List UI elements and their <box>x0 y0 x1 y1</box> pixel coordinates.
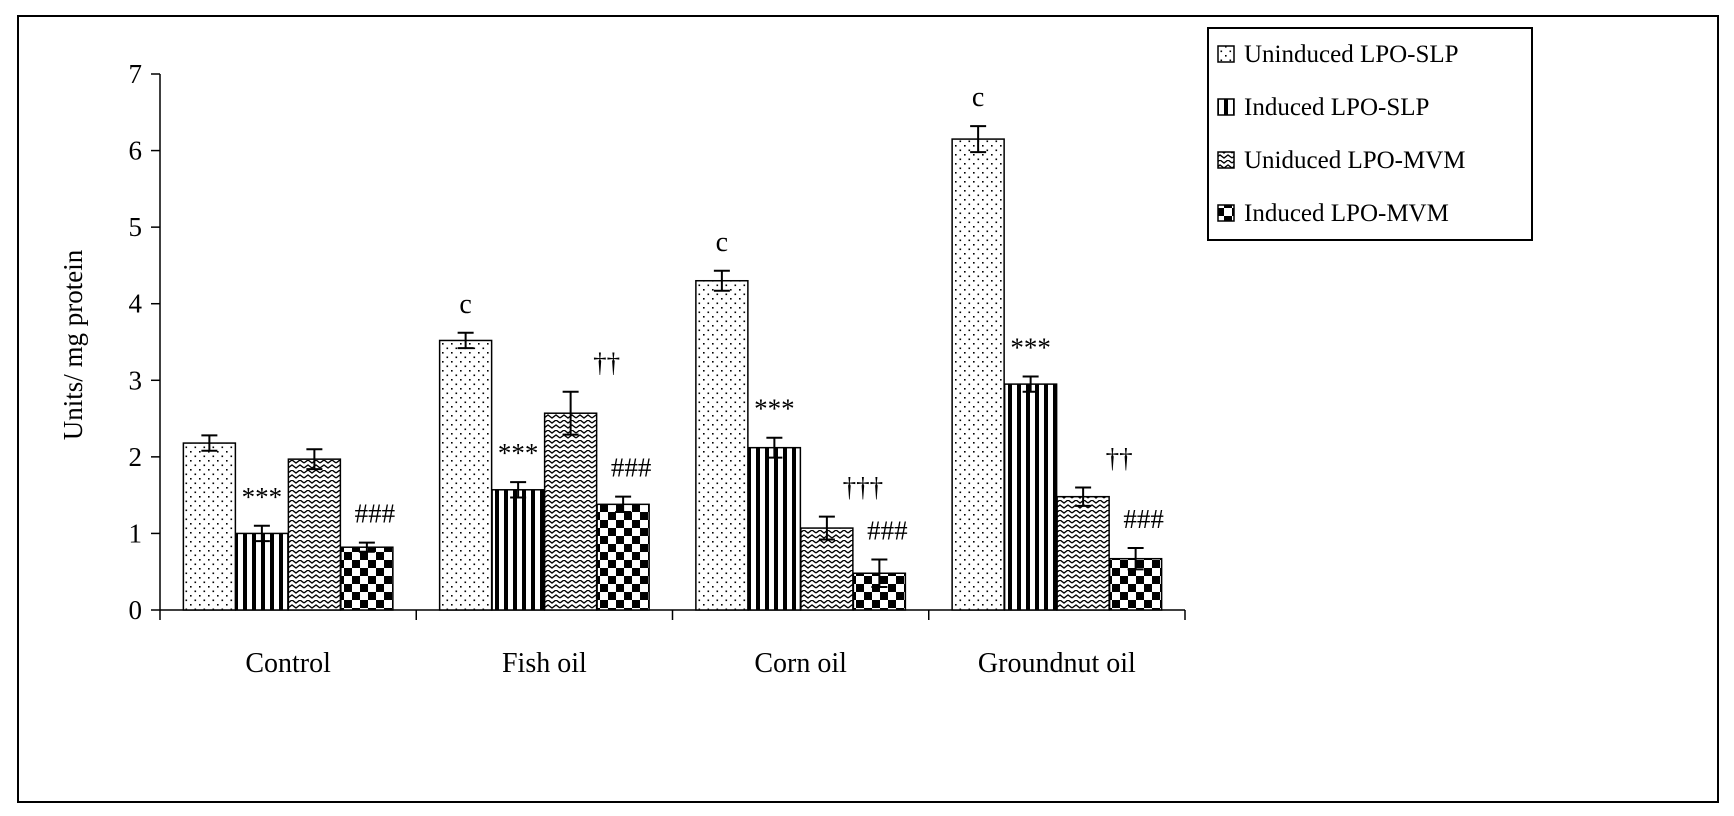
x-tick-label: Fish oil <box>502 648 587 679</box>
bar <box>747 446 802 611</box>
bar <box>491 489 545 611</box>
y-tick-label: 0 <box>129 595 143 625</box>
bar <box>695 279 749 611</box>
significance-label: ### <box>1123 504 1164 534</box>
bar <box>438 339 493 611</box>
significance-label: †† <box>593 348 620 378</box>
x-tick-label: Groundnut oil <box>978 648 1136 679</box>
bar <box>951 138 1005 611</box>
y-tick-label: 6 <box>129 136 143 166</box>
y-tick-label: 2 <box>129 442 143 472</box>
legend-item-label: Uninduced LPO-SLP <box>1244 41 1459 68</box>
x-tick-label: Corn oil <box>754 648 847 679</box>
significance-label: ### <box>355 499 396 529</box>
y-axis-label: Units/ mg protein <box>58 249 88 440</box>
significance-label: c <box>459 289 471 320</box>
significance-label: *** <box>498 438 539 468</box>
significance-label: †† <box>1106 443 1133 473</box>
bar <box>1056 495 1110 611</box>
bar <box>235 532 289 611</box>
significance-label: c <box>972 82 984 113</box>
legend-swatch <box>1217 204 1235 222</box>
bar <box>182 442 237 611</box>
bar <box>1003 383 1058 611</box>
y-tick-label: 5 <box>129 212 143 242</box>
significance-label: *** <box>754 394 795 424</box>
bar <box>800 527 854 611</box>
significance-label: ††† <box>843 473 884 503</box>
y-tick-label: 3 <box>129 365 143 395</box>
significance-label: ### <box>611 453 652 483</box>
bar <box>340 546 394 611</box>
bar <box>287 458 342 611</box>
plot-area: 0 1 2 3 4 5 6 7 Control Fish oil Corn oil Groundnut… <box>129 59 1186 679</box>
y-tick-label: 7 <box>129 59 143 89</box>
significance-label: ### <box>867 515 908 545</box>
legend-item-label: Uniduced LPO-MVM <box>1244 147 1466 174</box>
legend-item-label: Induced LPO-SLP <box>1244 94 1429 121</box>
legend: Uninduced LPO-SLP Induced LPO-SLP Uniduced… <box>1207 27 1533 241</box>
significance-label: c <box>716 227 728 258</box>
legend-swatch <box>1217 45 1235 63</box>
significance-label: *** <box>242 482 283 512</box>
significance-label: *** <box>1010 332 1051 362</box>
bar <box>543 412 598 611</box>
legend-swatch <box>1217 98 1235 116</box>
bar <box>596 503 650 611</box>
legend-box <box>1207 27 1533 241</box>
legend-swatch <box>1217 151 1235 169</box>
legend-item-label: Induced LPO-MVM <box>1244 200 1449 227</box>
y-tick-label: 4 <box>129 289 143 319</box>
y-tick-label: 1 <box>129 518 143 548</box>
x-tick-label: Control <box>245 648 331 679</box>
